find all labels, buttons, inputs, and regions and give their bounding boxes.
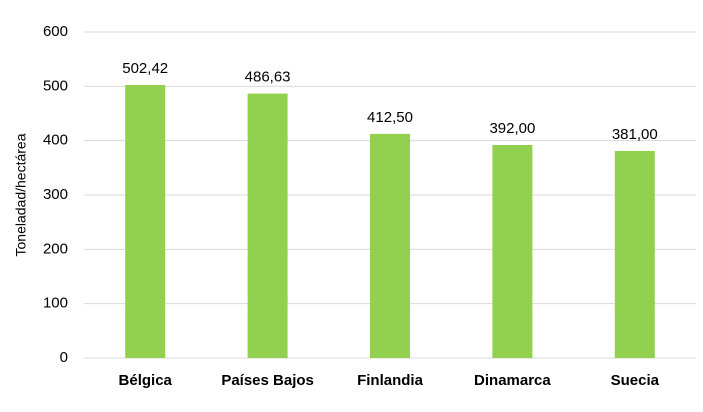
bar	[614, 150, 655, 358]
x-tick-label: Suecia	[611, 372, 660, 389]
y-tick-label: 100	[43, 295, 68, 312]
x-tick-label: Finlandia	[357, 372, 423, 389]
y-tick-label: 500	[43, 77, 68, 94]
bar	[492, 145, 533, 358]
y-axis-label: Toneladad/hectárea	[13, 133, 29, 256]
value-label: 486,63	[245, 69, 291, 86]
y-tick-label: 400	[43, 132, 68, 149]
y-tick-label: 300	[43, 186, 68, 203]
x-tick-label: Países Bajos	[221, 372, 314, 389]
bar	[125, 85, 166, 358]
value-label: 381,00	[612, 126, 658, 143]
value-label: 502,42	[122, 60, 168, 77]
y-tick-label: 200	[43, 240, 68, 257]
value-label: 392,00	[489, 120, 535, 137]
bar	[370, 133, 410, 358]
bar	[247, 93, 288, 358]
x-tick-label: Dinamarca	[474, 372, 551, 389]
y-tick-label: 600	[43, 23, 68, 40]
value-label: 412,50	[367, 109, 413, 126]
x-tick-label: Bélgica	[119, 372, 173, 389]
y-tick-label: 0	[60, 349, 68, 366]
